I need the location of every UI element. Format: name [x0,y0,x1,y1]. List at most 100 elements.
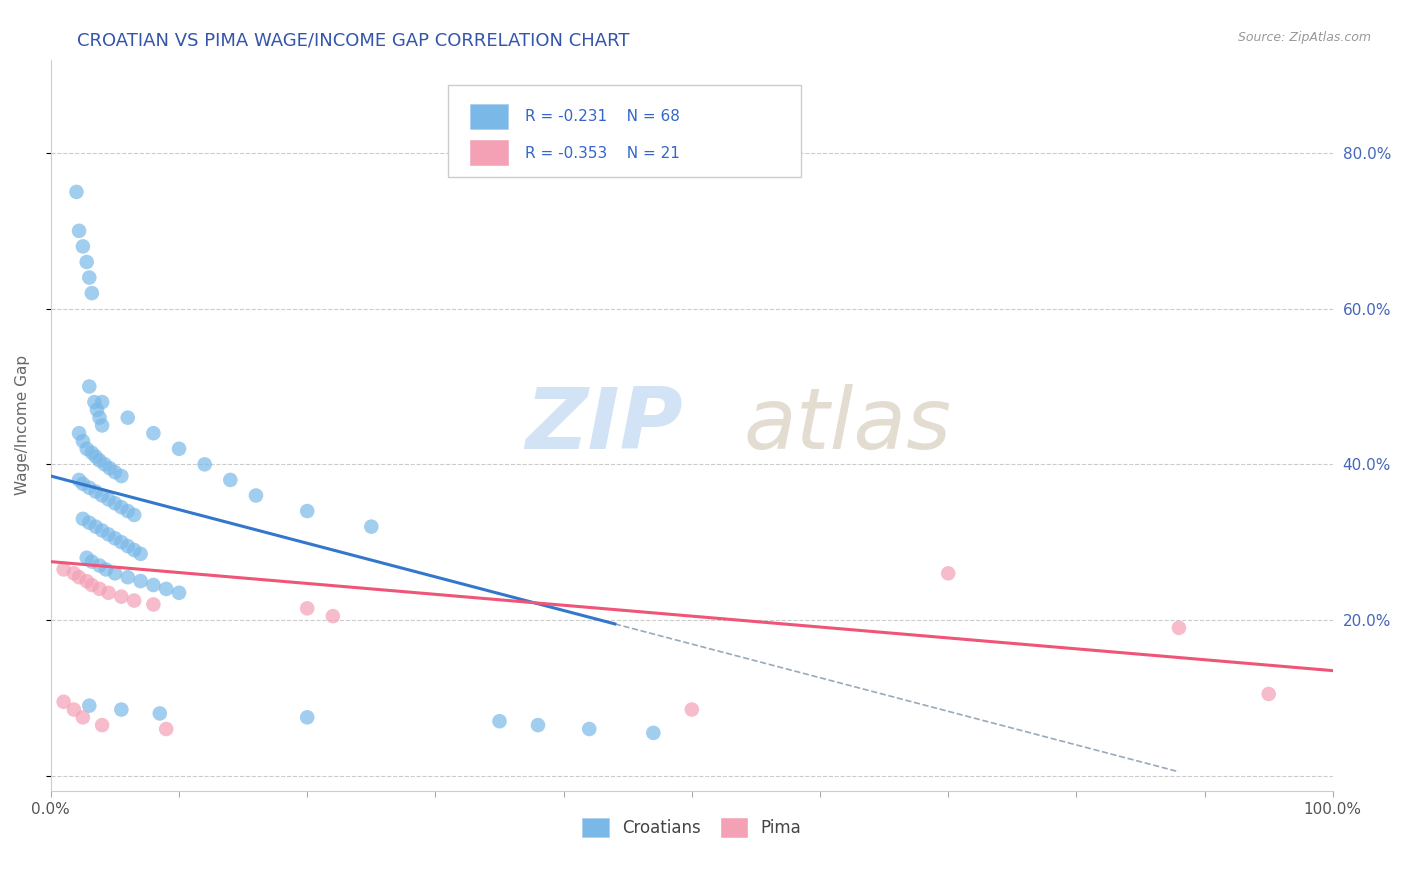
Point [80,445,103,459]
Legend: Croatians, Pima: Croatians, Pima [574,809,810,845]
Point [84,450,107,464]
Point [122,508,145,522]
Point [129,547,152,561]
Point [245,488,267,502]
Point [643,726,665,740]
Point [93,458,115,472]
Point [91,488,114,502]
Point [1257,687,1279,701]
Bar [470,141,509,165]
Point [83,395,105,409]
Point [89,558,111,573]
Point [219,473,242,487]
Point [194,458,217,472]
Point [52,562,75,576]
Point [67,570,90,584]
Point [97,492,120,507]
Point [936,566,959,581]
Point [104,531,127,545]
Point [63,566,86,581]
Point [72,476,94,491]
Point [117,570,139,584]
Point [84,519,107,533]
Point [72,239,94,253]
Point [527,718,550,732]
Point [104,566,127,581]
Point [76,550,98,565]
Point [97,527,120,541]
Text: atlas: atlas [744,384,950,467]
Point [129,574,152,588]
Text: Source: ZipAtlas.com: Source: ZipAtlas.com [1237,31,1371,45]
Text: R = -0.231    N = 68: R = -0.231 N = 68 [526,109,681,124]
Point [297,504,319,518]
Point [80,286,103,301]
Point [155,582,177,596]
Point [110,500,132,515]
Point [297,601,319,615]
Bar [470,104,509,129]
Point [110,590,132,604]
Point [91,718,114,732]
Text: CROATIAN VS PIMA WAGE/INCOME GAP CORRELATION CHART: CROATIAN VS PIMA WAGE/INCOME GAP CORRELA… [77,31,630,49]
Point [117,504,139,518]
Point [67,473,90,487]
Point [322,609,344,624]
Y-axis label: Wage/Income Gap: Wage/Income Gap [15,355,30,495]
Point [117,410,139,425]
Point [167,586,190,600]
Point [67,426,90,441]
Point [110,702,132,716]
Point [79,270,101,285]
Text: R = -0.353    N = 21: R = -0.353 N = 21 [526,145,681,161]
Point [297,710,319,724]
Point [63,702,86,716]
Point [91,395,114,409]
Point [117,539,139,553]
Point [79,481,101,495]
Point [578,722,600,736]
Point [91,524,114,538]
Point [79,698,101,713]
Point [72,710,94,724]
Point [76,255,98,269]
Point [149,706,172,721]
Point [94,562,117,576]
Point [52,695,75,709]
Point [142,598,165,612]
Point [79,516,101,530]
Point [89,410,111,425]
Point [91,418,114,433]
Point [84,484,107,499]
Point [86,402,108,417]
Point [65,185,87,199]
Point [122,543,145,558]
Point [67,224,90,238]
Point [488,714,510,729]
Point [681,702,703,716]
Point [1168,621,1191,635]
Point [104,496,127,510]
Point [89,453,111,467]
Point [104,465,127,479]
Point [79,379,101,393]
Point [360,519,382,533]
Point [142,578,165,592]
Point [72,512,94,526]
Point [80,555,103,569]
Point [110,469,132,483]
Point [98,461,121,475]
Point [76,442,98,456]
Text: ZIP: ZIP [526,384,683,467]
Point [89,582,111,596]
FancyBboxPatch shape [449,86,801,177]
Point [110,535,132,549]
Point [76,574,98,588]
Point [142,426,165,441]
Point [155,722,177,736]
Point [72,434,94,448]
Point [167,442,190,456]
Point [122,593,145,607]
Point [97,586,120,600]
Point [80,578,103,592]
